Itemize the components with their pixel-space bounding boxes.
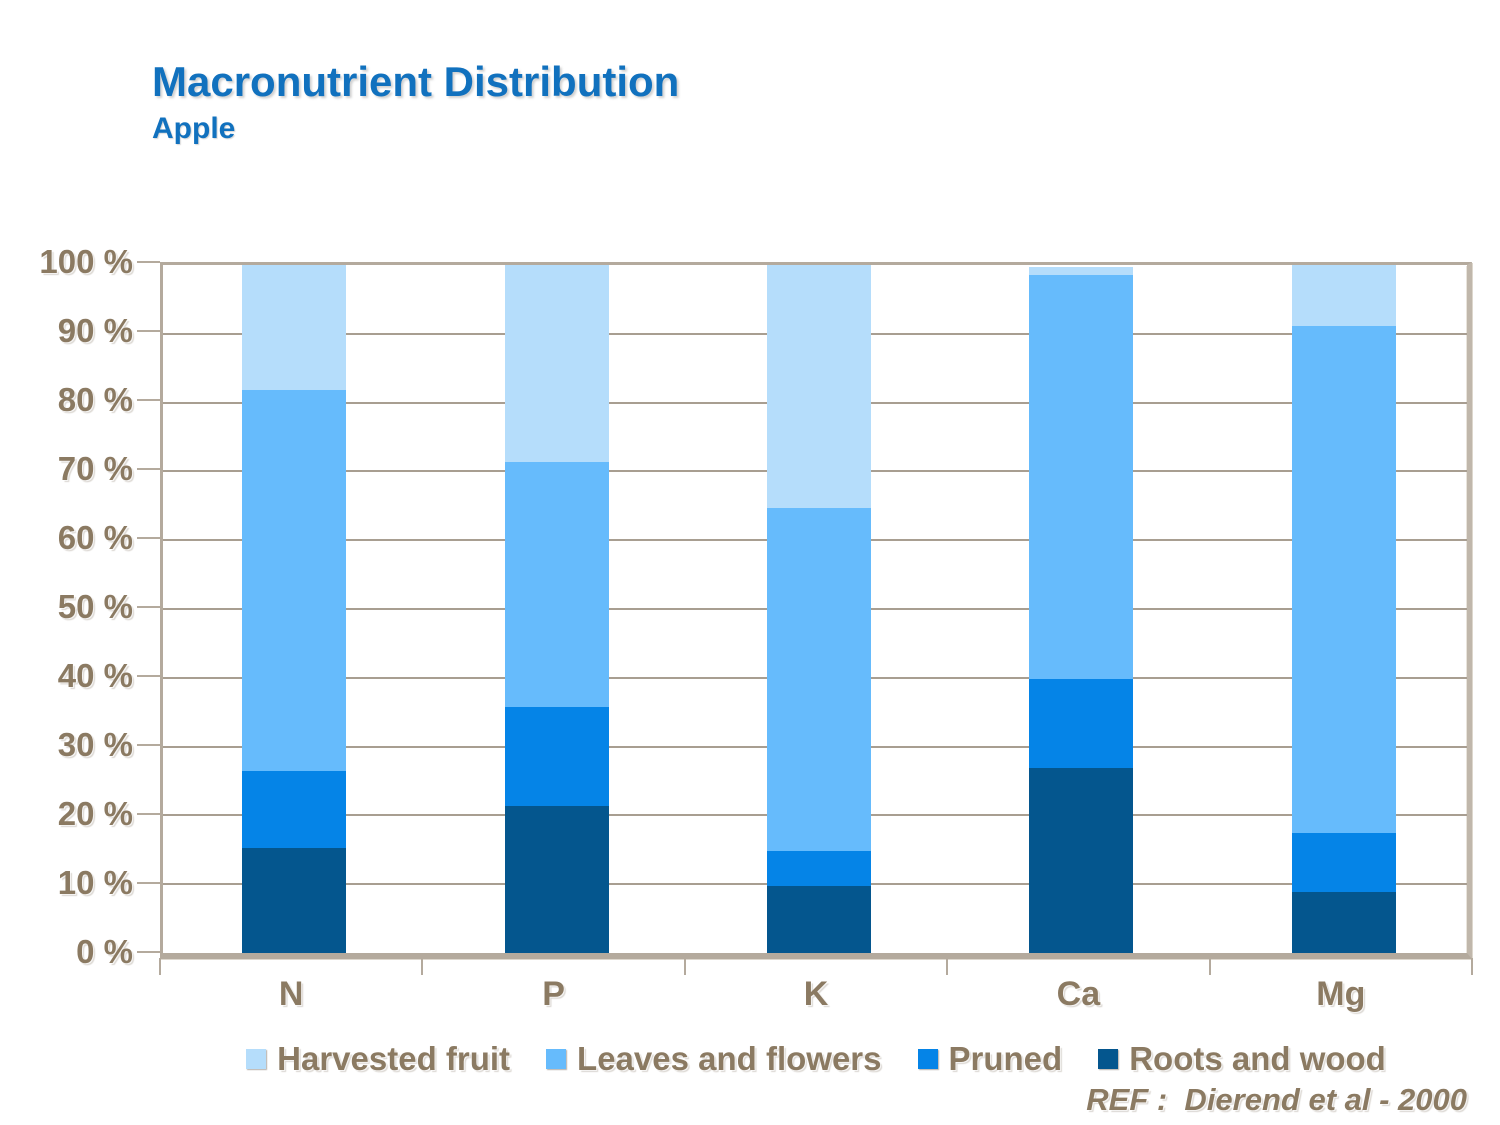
segment-N-harvested-fruit (242, 265, 347, 391)
x-axis-tick-5 (1471, 958, 1473, 975)
y-axis-tick-20 (137, 813, 160, 815)
legend-item-roots-and-wood: Roots and wood (1098, 1040, 1386, 1078)
x-axis-label-Mg: Mg (1316, 975, 1366, 1013)
legend-marker-icon (917, 1049, 938, 1069)
segment-N-leaves-and-flowers (242, 390, 347, 772)
bar-column-P (425, 265, 687, 953)
x-axis-tick-3 (946, 958, 949, 975)
bar-column-Ca (950, 265, 1212, 953)
x-axis-tick-2 (683, 958, 686, 975)
legend-item-leaves-and-flowers: Leaves and flowers (546, 1040, 882, 1078)
y-axis-label-0: 0 % (76, 933, 133, 970)
legend-label: Pruned (948, 1040, 1063, 1077)
segment-P-pruned (504, 706, 609, 807)
stacked-bar-N (242, 265, 347, 953)
segment-Ca-roots-and-wood (1029, 767, 1134, 953)
x-axis-label-Ca: Ca (1056, 975, 1101, 1013)
x-axis-tick-4 (1208, 958, 1211, 975)
stacked-bar-P (504, 265, 609, 953)
segment-P-roots-and-wood (504, 806, 609, 953)
y-axis-label-20: 20 % (57, 795, 133, 832)
segment-Mg-harvested-fruit (1291, 265, 1396, 326)
y-axis-tick-0 (137, 951, 160, 953)
x-axis-label-P: P (542, 975, 565, 1013)
legend-label: Harvested fruit (277, 1040, 511, 1077)
legend-marker-icon (546, 1049, 567, 1069)
segment-N-roots-and-wood (242, 848, 347, 953)
y-axis-label-100: 100 % (39, 243, 133, 280)
legend-item-pruned: Pruned (917, 1040, 1063, 1078)
segment-N-pruned (242, 771, 347, 849)
y-axis-tick-10 (137, 882, 160, 884)
segment-P-harvested-fruit (504, 265, 609, 462)
y-axis-tick-60 (137, 537, 160, 539)
bar-column-K (688, 265, 950, 953)
legend-marker-icon (1098, 1049, 1119, 1069)
segment-Mg-leaves-and-flowers (1291, 325, 1396, 834)
x-axis-label-N: N (278, 975, 304, 1013)
y-axis-label-40: 40 % (57, 657, 133, 694)
segment-K-leaves-and-flowers (766, 507, 871, 852)
segment-Ca-pruned (1029, 679, 1134, 768)
stacked-bar-K (766, 265, 871, 953)
y-axis-tick-40 (137, 675, 160, 677)
legend-label: Roots and wood (1129, 1040, 1386, 1077)
x-axis-label-K: K (803, 975, 829, 1013)
plot-inner (163, 265, 1467, 953)
y-axis-label-90: 90 % (57, 312, 133, 349)
x-axis-tick-0 (159, 958, 161, 975)
segment-K-pruned (766, 851, 871, 887)
segment-Mg-roots-and-wood (1291, 892, 1396, 953)
y-axis-tick-50 (137, 606, 160, 608)
y-axis-label-80: 80 % (57, 381, 133, 418)
x-axis-tick-1 (421, 958, 424, 975)
legend-marker-icon (246, 1049, 267, 1069)
chart-title: Macronutrient Distribution (152, 58, 680, 105)
y-axis-tick-90 (137, 330, 160, 332)
y-axis-tick-70 (137, 468, 160, 470)
legend: Harvested fruit Leaves and flowers Pruned R… (160, 1040, 1472, 1078)
y-axis-label-10: 10 % (57, 864, 133, 901)
segment-P-leaves-and-flowers (504, 461, 609, 707)
segment-K-roots-and-wood (766, 886, 871, 953)
chart-subtitle: Apple (152, 112, 236, 145)
plot-area (160, 262, 1472, 959)
stacked-bar-Ca (1029, 265, 1134, 953)
bar-column-N (163, 265, 425, 953)
segment-Ca-leaves-and-flowers (1029, 274, 1134, 680)
legend-item-harvested-fruit: Harvested fruit (246, 1040, 510, 1078)
y-axis-tick-30 (137, 744, 160, 746)
bar-column-Mg (1213, 265, 1475, 953)
y-axis-label-60: 60 % (57, 519, 133, 556)
segment-Ca-harvested-fruit (1029, 267, 1134, 275)
y-axis-label-50: 50 % (57, 588, 133, 625)
segment-Mg-pruned (1291, 833, 1396, 893)
y-axis-tick-80 (137, 399, 160, 401)
legend-label: Leaves and flowers (577, 1040, 882, 1077)
y-axis-tick-100 (137, 261, 160, 263)
reference-text: REF : Dierend et al - 2000 (1086, 1082, 1467, 1117)
stacked-bar-Mg (1291, 265, 1396, 953)
y-axis-label-70: 70 % (57, 450, 133, 487)
y-axis-label-30: 30 % (57, 726, 133, 763)
segment-K-harvested-fruit (766, 265, 871, 508)
